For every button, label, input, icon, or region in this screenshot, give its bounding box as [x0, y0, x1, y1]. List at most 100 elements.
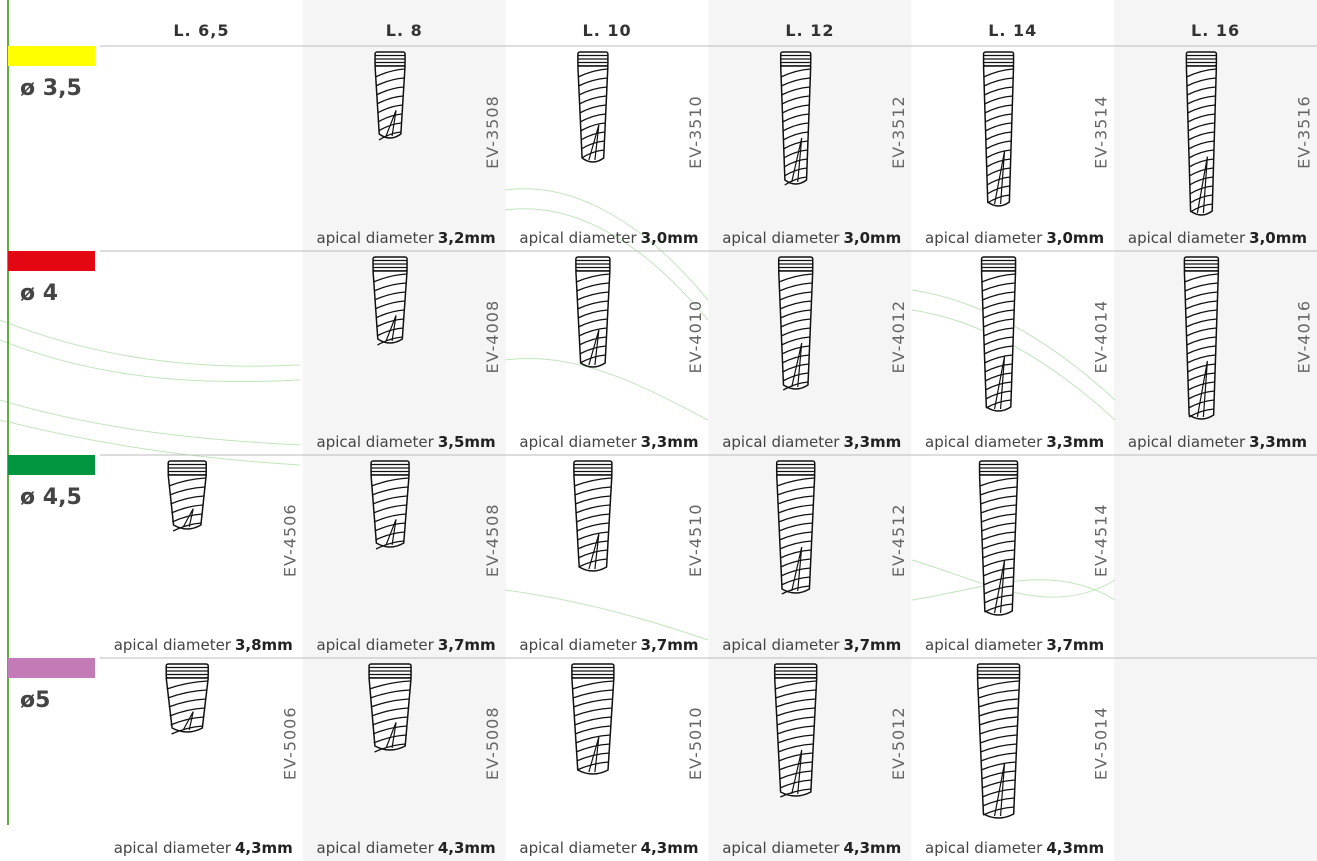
apical-label: apical diameter [519, 433, 637, 451]
apical-value: 3,8mm [235, 636, 293, 654]
row-label: ø 4,5 [20, 485, 82, 510]
apical-value: 3,3mm [843, 433, 901, 451]
row-label: ø 4 [20, 281, 58, 306]
apical-label: apical diameter [925, 433, 1043, 451]
column-header: L. 14 [988, 21, 1037, 40]
apical-label: apical diameter [722, 433, 840, 451]
apical-value: 3,7mm [641, 636, 699, 654]
apical-label: apical diameter [722, 839, 840, 857]
product-code: EV-4014 [1092, 300, 1111, 374]
product-code: EV-4012 [889, 300, 908, 374]
product-code: EV-3516 [1295, 95, 1314, 169]
apical-value: 3,3mm [1046, 433, 1104, 451]
apical-diameter: apical diameter4,3mm [519, 839, 698, 857]
apical-value: 4,3mm [1046, 839, 1104, 857]
apical-diameter: apical diameter3,0mm [925, 229, 1104, 247]
product-code: EV-4010 [686, 300, 705, 374]
product-code: EV-4514 [1092, 503, 1111, 577]
row-color-bar [8, 455, 95, 475]
catalog: L. 6,5 L. 8 L. 10 L. 12 L. 14 L. 16 ø 3,5 EV-35… [0, 0, 1317, 861]
apical-label: apical diameter [925, 839, 1043, 857]
apical-value: 3,3mm [1249, 433, 1307, 451]
row-color-bar [8, 658, 95, 678]
apical-label: apical diameter [722, 229, 840, 247]
apical-label: apical diameter [317, 229, 435, 247]
apical-label: apical diameter [925, 229, 1043, 247]
apical-label: apical diameter [722, 636, 840, 654]
apical-diameter: apical diameter3,7mm [519, 636, 698, 654]
apical-diameter: apical diameter3,3mm [1128, 433, 1307, 451]
row-color-bar [8, 251, 95, 271]
apical-diameter: apical diameter3,0mm [519, 229, 698, 247]
apical-diameter: apical diameter4,3mm [925, 839, 1104, 857]
apical-value: 3,0mm [1046, 229, 1104, 247]
product-code: EV-5006 [280, 706, 299, 780]
apical-label: apical diameter [317, 433, 435, 451]
apical-value: 4,3mm [438, 839, 496, 857]
decor-waves [0, 189, 1115, 640]
product-code: EV-3512 [889, 95, 908, 169]
apical-value: 3,0mm [1249, 229, 1307, 247]
column-header: L. 10 [583, 21, 632, 40]
apical-diameter: apical diameter4,3mm [114, 839, 293, 857]
apical-diameter: apical diameter3,8mm [114, 636, 293, 654]
apical-label: apical diameter [519, 636, 637, 654]
product-code: EV-5010 [686, 706, 705, 780]
apical-label: apical diameter [1128, 433, 1246, 451]
apical-value: 4,3mm [641, 839, 699, 857]
apical-diameter: apical diameter3,3mm [722, 433, 901, 451]
apical-value: 3,7mm [438, 636, 496, 654]
product-code: EV-3514 [1092, 95, 1111, 169]
column-header: L. 16 [1191, 21, 1240, 40]
cell: EV-4506 apical diameter3,8mm [114, 461, 300, 654]
product-code: EV-4510 [686, 503, 705, 577]
product-code: EV-4512 [889, 503, 908, 577]
apical-value: 3,3mm [641, 433, 699, 451]
product-code: EV-4008 [483, 300, 502, 374]
apical-label: apical diameter [317, 839, 435, 857]
apical-diameter: apical diameter3,0mm [722, 229, 901, 247]
product-code: EV-4508 [483, 503, 502, 577]
column-header: L. 12 [785, 21, 834, 40]
apical-value: 3,0mm [843, 229, 901, 247]
apical-diameter: apical diameter4,3mm [317, 839, 496, 857]
cell: EV-5010 apical diameter4,3mm [519, 664, 705, 857]
product-code: EV-5014 [1092, 706, 1111, 780]
product-code: EV-5008 [483, 706, 502, 780]
apical-diameter: apical diameter3,5mm [317, 433, 496, 451]
row-label: ø 3,5 [20, 76, 82, 101]
apical-diameter: apical diameter3,3mm [925, 433, 1104, 451]
column-header: L. 8 [386, 21, 423, 40]
product-code: EV-3510 [686, 95, 705, 169]
apical-value: 3,0mm [641, 229, 699, 247]
apical-label: apical diameter [519, 229, 637, 247]
apical-diameter: apical diameter3,7mm [925, 636, 1104, 654]
row-color-bar [8, 46, 95, 66]
product-code: EV-3508 [483, 95, 502, 169]
column-shade [1114, 0, 1317, 861]
cell: EV-4510 apical diameter3,7mm [519, 461, 705, 654]
apical-label: apical diameter [114, 839, 232, 857]
row-label: ø5 [20, 688, 50, 713]
apical-value: 3,5mm [438, 433, 496, 451]
product-code: EV-4016 [1295, 300, 1314, 374]
apical-value: 3,7mm [843, 636, 901, 654]
cell: EV-5006 apical diameter4,3mm [114, 664, 300, 857]
cell: EV-3510 apical diameter3,0mm [519, 52, 705, 247]
apical-label: apical diameter [1128, 229, 1246, 247]
apical-diameter: apical diameter4,3mm [722, 839, 901, 857]
apical-label: apical diameter [925, 636, 1043, 654]
product-code: EV-4506 [280, 503, 299, 577]
apical-label: apical diameter [114, 636, 232, 654]
product-code: EV-5012 [889, 706, 908, 780]
apical-value: 3,7mm [1046, 636, 1104, 654]
column-header: L. 6,5 [173, 21, 229, 40]
apical-value: 3,2mm [438, 229, 496, 247]
apical-value: 4,3mm [843, 839, 901, 857]
